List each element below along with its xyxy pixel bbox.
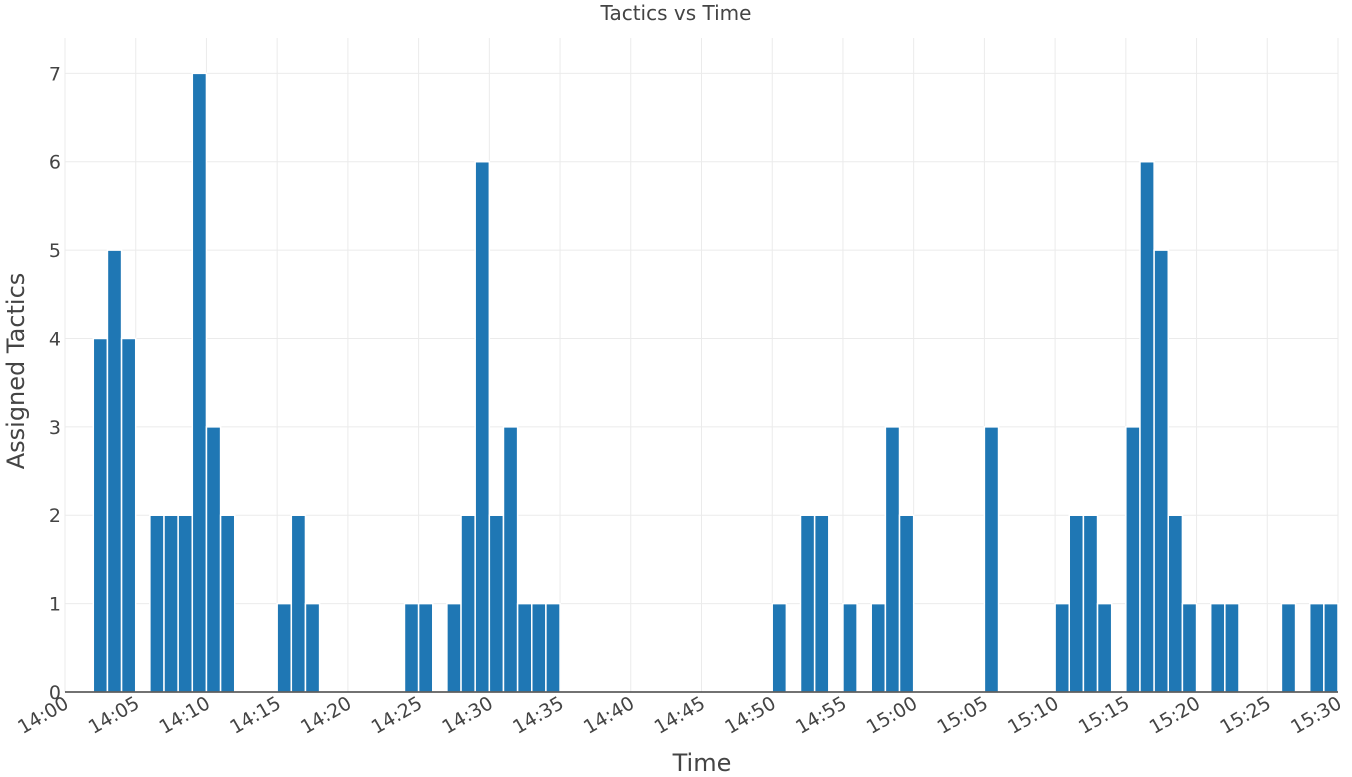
x-axis-title: Time [672, 749, 732, 777]
bar [1096, 602, 1113, 693]
bar [842, 602, 858, 693]
bar [474, 160, 491, 693]
y-tick-label: 5 [49, 240, 61, 262]
bar [1139, 160, 1155, 693]
x-tick-label: 14:10 [156, 692, 214, 738]
bar [276, 602, 293, 693]
bar [1224, 602, 1240, 693]
bar [219, 514, 236, 693]
bar [106, 249, 123, 693]
y-tick-label: 0 [49, 682, 61, 704]
bar [1167, 514, 1184, 693]
bar [813, 514, 830, 693]
bar [771, 602, 788, 693]
x-axis-ticks: 14:00 14:05 14:10 14:15 14:20 14:25 14:30 14:35… [14, 692, 1345, 738]
bar [983, 426, 1000, 693]
y-tick-label: 6 [49, 152, 61, 174]
bar [403, 602, 420, 693]
y-tick-label: 4 [49, 328, 61, 350]
x-tick-label: 15:25 [1216, 692, 1274, 738]
y-tick-label: 2 [49, 505, 61, 527]
bar [446, 602, 462, 693]
bar [120, 337, 137, 693]
x-tick-label: 14:50 [721, 692, 779, 738]
x-tick-label: 15:20 [1146, 692, 1204, 738]
bar [1068, 514, 1085, 693]
x-tick-label: 15:15 [1075, 692, 1133, 738]
x-tick-label: 14:30 [438, 692, 496, 738]
bar [1181, 602, 1198, 693]
x-tick-label: 14:05 [85, 692, 143, 738]
bar [304, 602, 321, 693]
bar [1082, 514, 1099, 693]
y-tick-label: 7 [49, 63, 61, 85]
x-tick-label: 14:40 [580, 692, 638, 738]
bar [1054, 602, 1071, 693]
x-tick-label: 15:05 [933, 692, 991, 738]
x-tick-label: 15:00 [863, 692, 921, 738]
bar [1125, 426, 1141, 693]
bar [460, 514, 476, 693]
bar [191, 72, 208, 693]
bar [205, 426, 222, 693]
bar [1308, 602, 1325, 693]
bar [177, 514, 194, 693]
chart-title: Tactics vs Time [600, 1, 752, 25]
bar [92, 337, 109, 693]
bar [502, 426, 519, 693]
x-tick-label: 14:45 [651, 692, 709, 738]
x-tick-label: 15:30 [1287, 692, 1345, 738]
x-tick-label: 14:25 [368, 692, 426, 738]
x-tick-label: 14:20 [297, 692, 355, 738]
bar [516, 602, 533, 693]
y-tick-label: 3 [49, 417, 61, 439]
bar [290, 514, 307, 693]
bar [417, 602, 434, 693]
x-tick-label: 14:00 [14, 692, 72, 738]
bar [531, 602, 547, 693]
bar [1153, 249, 1170, 693]
x-tick-label: 14:55 [792, 692, 850, 738]
y-axis-ticks: 0 1 2 3 4 5 6 7 [49, 63, 61, 704]
y-axis-title: Assigned Tactics [2, 273, 30, 470]
bar [149, 514, 165, 693]
x-tick-label: 14:15 [226, 692, 284, 738]
bar [1209, 602, 1226, 693]
bar [1280, 602, 1297, 693]
bar [884, 426, 901, 693]
y-tick-label: 1 [49, 594, 61, 616]
bar [1323, 602, 1339, 693]
bar [545, 602, 561, 693]
bar [488, 514, 505, 693]
bars [92, 72, 1339, 693]
x-tick-label: 14:35 [509, 692, 567, 738]
bar [799, 514, 816, 693]
bar [870, 602, 887, 693]
bar [163, 514, 179, 693]
bar [898, 514, 915, 693]
x-tick-label: 15:10 [1004, 692, 1062, 738]
